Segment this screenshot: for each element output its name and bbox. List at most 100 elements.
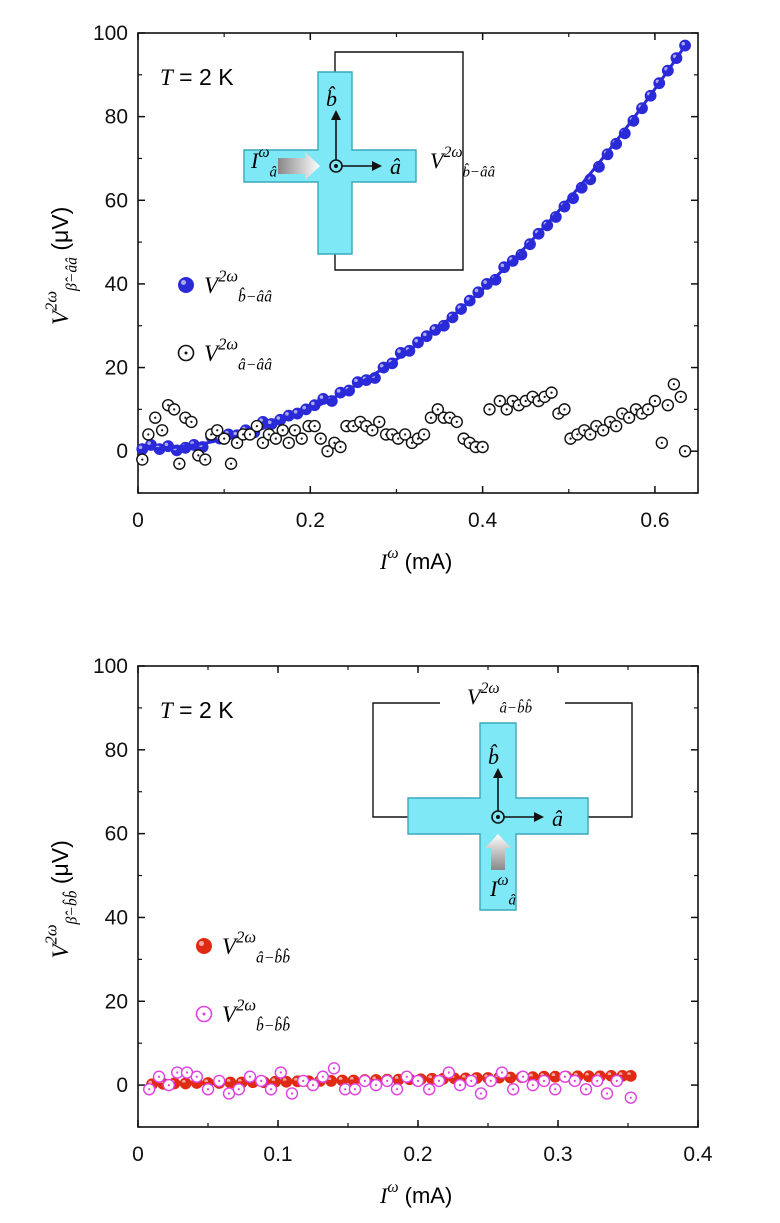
- data-point-dot: [416, 437, 420, 440]
- current-arrow: [485, 834, 511, 870]
- data-point-dot: [462, 437, 465, 440]
- x-tick-label: 0.4: [468, 509, 498, 532]
- data-point-dot: [176, 1071, 179, 1074]
- data-point-dot: [204, 458, 207, 461]
- data-point-dot: [229, 462, 233, 465]
- data-point-dot: [255, 424, 258, 428]
- x-tick-label: 0: [132, 509, 144, 532]
- data-point-dot: [374, 1083, 378, 1087]
- data-point-highlight: [147, 441, 151, 445]
- data-point-dot: [634, 408, 638, 411]
- data-point-dot: [573, 1079, 576, 1082]
- data-point-dot: [167, 1083, 170, 1087]
- data-point-dot: [237, 1088, 240, 1091]
- data-point-dot: [161, 429, 164, 432]
- fit-curve: [142, 44, 687, 451]
- series-2: [136, 378, 692, 470]
- data-point-highlight: [379, 363, 384, 368]
- data-point-dot: [410, 441, 414, 444]
- data-point-dot: [543, 395, 546, 398]
- legend-marker-highlight: [181, 280, 186, 285]
- data-point-dot: [481, 445, 484, 449]
- data-point-dot: [679, 395, 682, 398]
- y-tick-label: 0: [116, 440, 128, 463]
- data-point-dot: [397, 437, 400, 440]
- data-point-dot: [154, 416, 157, 419]
- data-point-dot: [378, 420, 381, 424]
- data-point-dot: [206, 1088, 210, 1091]
- b-arrow-head: [493, 768, 503, 778]
- y-axis-label-text: V2ωβ̂−ââ (μV): [42, 207, 81, 325]
- inset-schematic: V2ωâ−b̂b̂ Iωâ b̂ â: [372, 680, 633, 911]
- a-axis-label: â: [390, 154, 401, 179]
- data-point-dot: [517, 404, 520, 407]
- data-point-dot: [359, 420, 362, 424]
- data-point-dot: [531, 395, 534, 398]
- legend-label: V2ωâ−b̂b̂: [222, 928, 290, 967]
- data-point-highlight: [302, 405, 307, 410]
- data-point-dot: [365, 424, 368, 428]
- data-point-dot: [197, 454, 200, 457]
- data-point-dot: [627, 416, 631, 419]
- data-point-dot: [609, 420, 612, 424]
- out-of-plane-dot: [496, 815, 500, 819]
- data-point-dot: [455, 420, 458, 424]
- data-point-dot: [261, 441, 265, 444]
- legend-marker-dot: [184, 351, 188, 355]
- data-point-highlight: [551, 1073, 556, 1077]
- y-tick-label: 100: [93, 22, 128, 45]
- data-point-dot: [458, 1083, 462, 1087]
- data-point-dot: [235, 441, 239, 444]
- data-point-dot: [584, 1088, 588, 1091]
- data-point-highlight: [607, 1072, 612, 1076]
- data-point-highlight: [285, 412, 289, 416]
- data-point-dot: [344, 1088, 347, 1091]
- data-point-dot: [279, 1071, 282, 1074]
- data-point-dot: [511, 399, 514, 403]
- data-point-dot: [386, 1079, 389, 1082]
- series-2: [142, 1062, 637, 1104]
- data-point-dot: [524, 399, 527, 403]
- data-point-dot: [157, 1075, 161, 1078]
- data-point-dot: [428, 1088, 431, 1091]
- data-point-highlight: [431, 326, 436, 330]
- current-arrow: [278, 152, 320, 180]
- data-point-highlight: [414, 338, 419, 343]
- data-point-dot: [167, 404, 170, 407]
- voltage-wire-right: [565, 702, 633, 818]
- data-point-dot: [313, 424, 316, 428]
- data-point-highlight: [462, 1074, 466, 1079]
- data-point-highlight: [293, 409, 298, 414]
- y-tick-label: 20: [105, 990, 128, 1013]
- x-tick-label: 0: [132, 1143, 144, 1166]
- data-point-dot: [660, 441, 663, 444]
- data-point-dot: [569, 437, 572, 440]
- data-point-highlight: [466, 297, 470, 301]
- legend-marker-dot: [202, 1012, 206, 1016]
- data-point-dot: [218, 1079, 221, 1082]
- voltage-wire-left: [372, 702, 440, 818]
- data-point-highlight: [397, 349, 401, 353]
- legend-marker-highlight: [199, 941, 204, 946]
- y-tick-label: 60: [105, 823, 128, 846]
- data-point-highlight: [336, 389, 341, 393]
- data-point-highlight: [138, 445, 143, 450]
- data-point-dot: [302, 1079, 305, 1082]
- data-point-highlight: [354, 378, 358, 383]
- data-point-dot: [141, 458, 144, 461]
- data-point-dot: [281, 429, 284, 432]
- y-axis-label-text: V2ωβ̂−b̂b̂ (μV): [42, 840, 81, 958]
- data-point-dot: [287, 441, 290, 444]
- chart-panel-1: 0 20 40 60 80 100 0 0.2 0.4 0.6 Iω (mA) V2ωβ̂−ââ (μ…: [42, 22, 699, 574]
- data-point-dot: [267, 433, 271, 436]
- data-point-dot: [474, 445, 477, 449]
- legend-marker-filled: [178, 277, 194, 293]
- b-arrow-head: [331, 110, 341, 120]
- data-point-dot: [148, 1088, 151, 1091]
- data-point-dot: [437, 1079, 441, 1082]
- data-point-dot: [615, 424, 618, 428]
- temperature-annotation: T = 2 K: [160, 697, 234, 723]
- current-label: Iωâ: [250, 144, 277, 180]
- data-point-dot: [589, 433, 592, 436]
- data-point-highlight: [267, 420, 272, 425]
